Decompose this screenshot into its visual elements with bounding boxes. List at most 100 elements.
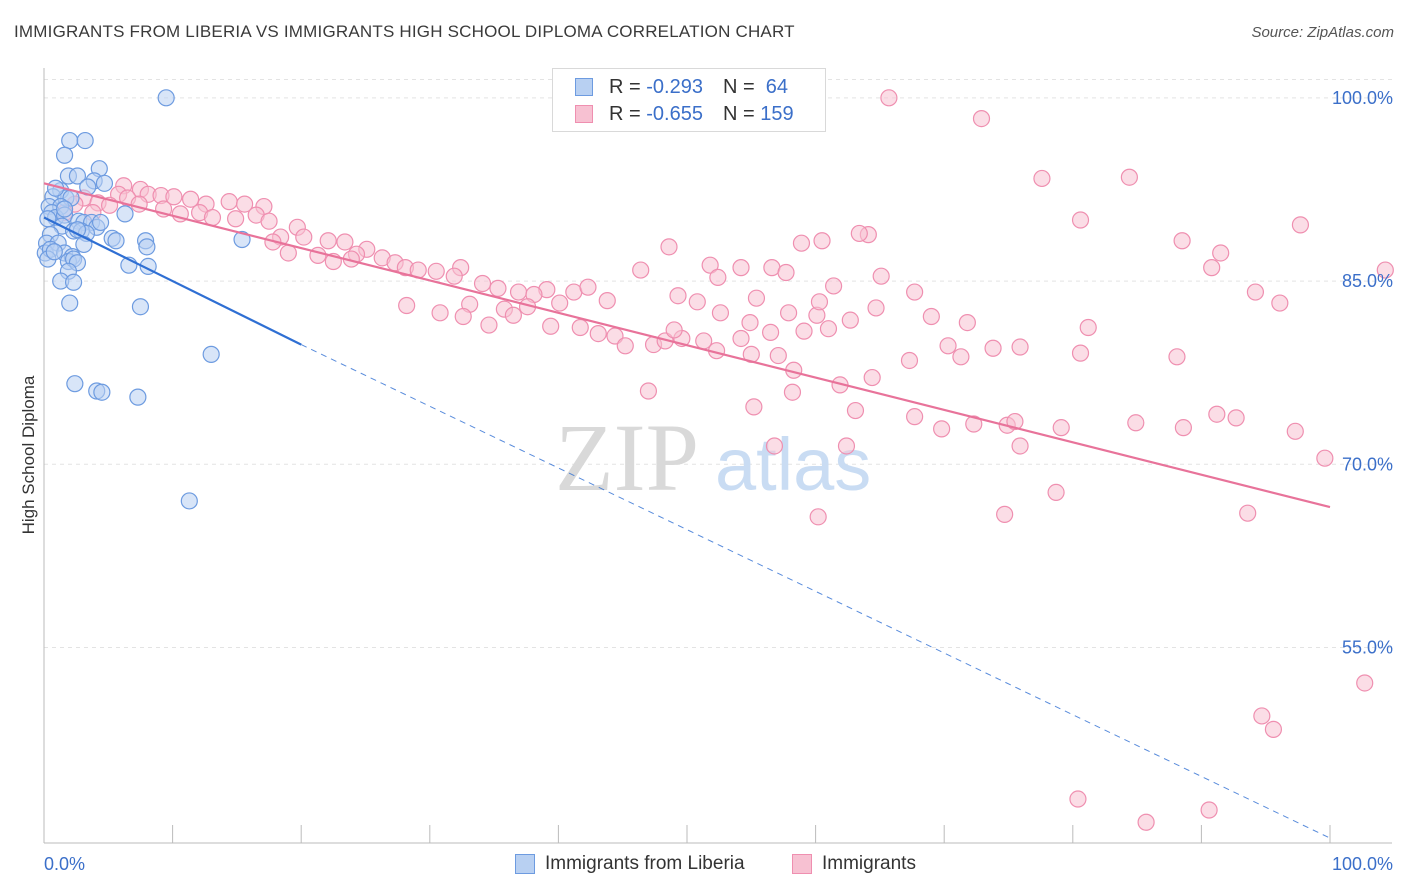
liberia-point	[55, 146, 74, 164]
liberia-trend-extension	[300, 344, 1331, 839]
liberia-point	[61, 131, 79, 150]
legend-item-liberia: Immigrants from Liberia	[515, 853, 745, 875]
liberia-point	[157, 89, 175, 107]
liberia-point	[68, 167, 87, 185]
immigrants-point	[933, 420, 951, 438]
series-liberia-points	[36, 89, 251, 510]
immigrants-point	[1174, 419, 1192, 437]
immigrants-point	[765, 437, 784, 455]
immigrants-point	[454, 307, 472, 326]
immigrants-point	[711, 304, 730, 322]
legend-swatch-pink	[575, 105, 593, 123]
liberia-point	[61, 294, 79, 312]
immigrants-point	[958, 313, 976, 332]
legend-r-label: R =	[609, 102, 641, 125]
correlation-legend: R = -0.293 N = 64 R = -0.655 N = 159	[552, 68, 826, 132]
liberia-point	[107, 232, 125, 250]
liberia-point	[116, 205, 134, 223]
immigrants-point	[900, 351, 919, 370]
watermark-zip: ZIP	[555, 404, 699, 511]
trend-lines	[43, 182, 1331, 839]
immigrants-point	[660, 238, 678, 256]
immigrants-point	[489, 279, 507, 297]
liberia-point	[138, 238, 156, 256]
immigrants-point	[846, 401, 865, 420]
immigrants-point	[1168, 348, 1186, 366]
immigrants-point	[732, 259, 750, 277]
x-tick-label: 100.0%	[1332, 854, 1393, 874]
immigrants-point	[236, 195, 254, 213]
immigrants-point	[777, 263, 795, 282]
gridlines	[44, 79, 1392, 649]
immigrants-point	[783, 383, 802, 401]
legend-r-value: -0.655	[646, 102, 703, 125]
watermark: ZIP atlas	[555, 404, 871, 511]
immigrants-point	[165, 188, 183, 206]
immigrants-point	[1127, 414, 1145, 432]
immigrants-point	[747, 289, 766, 307]
immigrants-point	[551, 294, 569, 312]
axes	[43, 68, 1392, 844]
immigrants-trend-line	[43, 182, 1331, 509]
watermark-atlas: atlas	[715, 423, 871, 506]
immigrants-point	[1286, 422, 1304, 440]
immigrants-point	[1173, 232, 1191, 250]
immigrants-point	[819, 320, 838, 338]
immigrants-point	[906, 283, 924, 301]
immigrants-point	[1208, 405, 1226, 423]
liberia-point	[180, 492, 198, 510]
immigrants-point	[701, 256, 719, 274]
legend-r-label: R =	[609, 75, 641, 98]
legend-n-value: 159	[760, 102, 794, 125]
immigrants-point	[220, 193, 238, 211]
x-tick-label: 0.0%	[44, 854, 85, 874]
immigrants-point	[972, 109, 991, 128]
immigrants-point	[906, 408, 924, 426]
immigrants-point	[1069, 790, 1087, 808]
immigrants-point	[1052, 419, 1070, 437]
immigrants-point	[632, 261, 650, 279]
immigrants-point	[589, 324, 607, 343]
immigrants-point	[665, 321, 683, 339]
series-legend: Immigrants from Liberia Immigrants	[0, 853, 1406, 877]
legend-item-immigrants: Immigrants	[792, 853, 916, 875]
immigrants-point	[1227, 409, 1245, 427]
liberia-point	[129, 388, 147, 406]
chart-title: IMMIGRANTS FROM LIBERIA VS IMMIGRANTS HI…	[14, 22, 795, 41]
immigrants-point	[779, 304, 798, 322]
liberia-trend-line	[43, 216, 302, 346]
immigrants-point	[1239, 504, 1257, 522]
immigrants-point	[504, 306, 522, 324]
series-immigrants-points	[55, 89, 1394, 831]
immigrants-point	[473, 274, 492, 293]
immigrants-point	[203, 208, 222, 227]
liberia-point	[64, 273, 83, 291]
legend-n-label: N =	[722, 75, 755, 98]
immigrants-point	[542, 317, 560, 335]
legend-label-liberia: Immigrants from Liberia	[545, 853, 745, 874]
immigrants-point	[509, 283, 528, 301]
y-tick-label: 100.0%	[1332, 88, 1393, 108]
immigrants-point	[336, 233, 354, 251]
immigrants-point	[732, 329, 750, 348]
liberia-point	[233, 230, 251, 249]
immigrants-point	[260, 212, 278, 230]
immigrants-point	[571, 318, 589, 337]
immigrants-point	[616, 337, 634, 355]
source-credit: Source: ZipAtlas.com	[1251, 24, 1394, 41]
immigrants-point	[319, 232, 337, 250]
immigrants-point	[1200, 801, 1218, 819]
immigrants-point	[880, 89, 898, 107]
immigrants-point	[792, 234, 811, 252]
immigrants-point	[1203, 259, 1221, 277]
liberia-point	[93, 383, 111, 401]
immigrants-point	[431, 304, 449, 322]
immigrants-point	[813, 232, 831, 250]
y-tick-label: 85.0%	[1342, 271, 1393, 291]
legend-n-value: 64	[765, 75, 789, 98]
liberia-point	[55, 200, 74, 218]
liberia-point	[45, 243, 63, 261]
immigrants-point	[809, 508, 827, 526]
immigrants-point	[850, 224, 868, 243]
